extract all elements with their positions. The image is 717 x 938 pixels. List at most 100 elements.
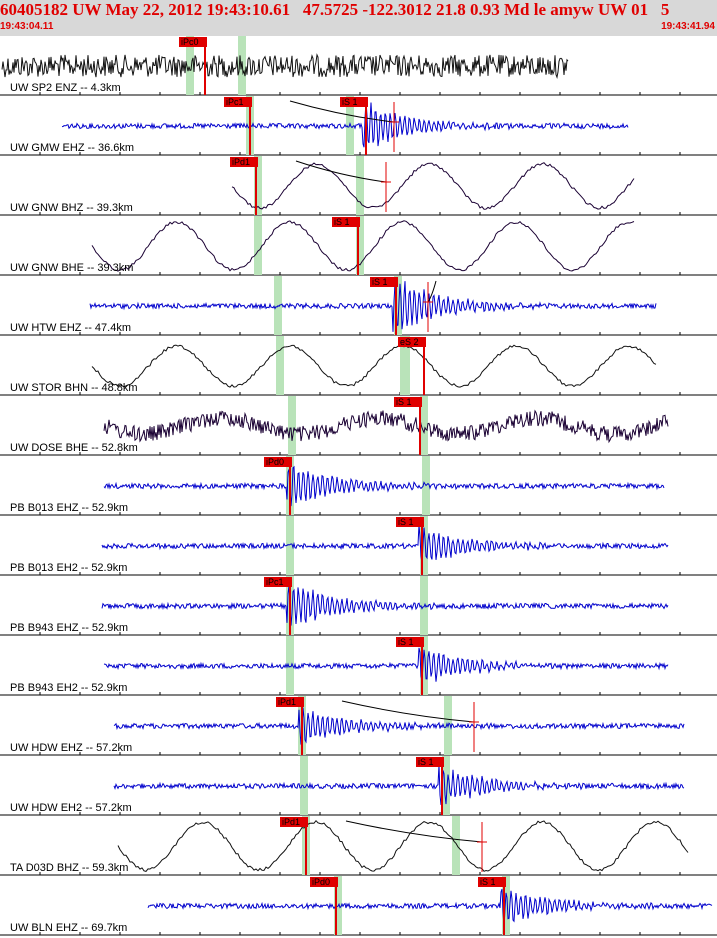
pick-label: iS 1	[398, 637, 414, 647]
pick-label: iS 1	[396, 397, 412, 407]
pick-box	[394, 397, 422, 407]
pick-label: iPd0	[312, 877, 330, 887]
travel-time-curve	[295, 160, 387, 183]
pick-label: iPc1	[226, 97, 244, 107]
waveform	[231, 162, 635, 210]
pick-box	[276, 697, 304, 707]
station-label: UW DOSE BHE -- 52.8km	[10, 442, 138, 454]
trace-row: iS 1 UW DOSE BHE -- 52.8km	[0, 396, 717, 456]
waveform	[103, 465, 665, 507]
pick-window	[288, 396, 296, 455]
pick-window	[186, 36, 194, 95]
pick-label: iS 1	[372, 277, 388, 287]
pick-window	[276, 336, 284, 395]
pick-window	[420, 636, 428, 695]
station-label: TA D03D BHZ -- 59.3km	[10, 862, 128, 874]
trace-row: eS 2 UW STOR BHN -- 48.8km	[0, 336, 717, 396]
pick-box	[179, 37, 207, 47]
time-end-label: 19:43:41.94	[661, 21, 715, 32]
pick-box	[332, 217, 360, 227]
pick-window	[356, 156, 364, 215]
trace-row: iPd1 UW GNW BHZ -- 39.3km	[0, 156, 717, 216]
pick-label: iS 1	[480, 877, 496, 887]
station-label: UW HDW EH2 -- 57.2km	[10, 802, 132, 814]
pick-window	[400, 336, 410, 395]
waveform	[103, 647, 669, 682]
trace-row: iPc0 UW SP2 ENZ -- 4.3km	[0, 36, 717, 96]
trace-row: iS 1 PB B013 EH2 -- 52.9km	[0, 516, 717, 576]
station-label: UW BLN EHZ -- 69.7km	[10, 922, 127, 934]
travel-time-curve	[427, 280, 437, 303]
trace-row: iS 1 UW HDW EH2 -- 57.2km	[0, 756, 717, 816]
pick-label: iPc1	[266, 577, 284, 587]
pick-window	[346, 96, 354, 155]
waveform	[91, 344, 657, 388]
station-label: UW GNW BHE -- 39.3km	[10, 262, 133, 274]
trace-row: iPc1 iS 1 UW GMW EHZ -- 36.6km	[0, 96, 717, 156]
seismogram-traces: iPc0 UW SP2 ENZ -- 4.3km iPc1 iS 1 UW GMW EH…	[0, 36, 717, 936]
pick-window	[502, 876, 510, 935]
trace-row: iPd0 iS 1 UW BLN EHZ -- 69.7km	[0, 876, 717, 936]
pick-label: iS 1	[398, 517, 414, 527]
travel-time-curve	[341, 700, 475, 723]
pick-box	[264, 457, 292, 467]
waveform	[1, 53, 569, 79]
pick-window	[442, 756, 450, 815]
pick-label: iPd1	[278, 697, 296, 707]
pick-label: iS 1	[334, 217, 350, 227]
pick-label: iPc0	[181, 37, 199, 47]
station-label: PB B013 EHZ -- 52.9km	[10, 502, 128, 514]
waveform	[113, 707, 685, 745]
trace-row: iS 1 UW GNW BHE -- 39.3km	[0, 216, 717, 276]
station-label: PB B013 EH2 -- 52.9km	[10, 562, 127, 574]
pick-window	[394, 276, 402, 335]
waveform	[89, 281, 657, 332]
pick-label: iS 1	[418, 757, 434, 767]
station-label: UW GMW EHZ -- 36.6km	[10, 142, 134, 154]
pick-window	[356, 216, 364, 275]
pick-label: iPd1	[232, 157, 250, 167]
pick-box	[224, 97, 252, 107]
waveform	[113, 764, 685, 805]
station-label: UW HTW EHZ -- 47.4km	[10, 322, 131, 334]
waveform	[117, 819, 689, 872]
pick-box	[370, 277, 398, 287]
waveform	[101, 585, 669, 626]
station-label: PB B943 EH2 -- 52.9km	[10, 682, 127, 694]
station-label: PB B943 EHZ -- 52.9km	[10, 622, 128, 634]
pick-window	[420, 516, 428, 575]
trace-row: iS 1 PB B943 EH2 -- 52.9km	[0, 636, 717, 696]
trace-row: iPd0 PB B013 EHZ -- 52.9km	[0, 456, 717, 516]
trace-row: iPd1 TA D03D BHZ -- 59.3km	[0, 816, 717, 876]
pick-box	[396, 517, 424, 527]
pick-box	[416, 757, 444, 767]
pick-box	[396, 637, 424, 647]
event-title: 60405182 UW May 22, 2012 19:43:10.61 47.…	[0, 0, 670, 19]
travel-time-curve	[345, 820, 483, 843]
pick-label: eS 2	[400, 337, 419, 347]
pick-window	[254, 216, 262, 275]
pick-window	[286, 636, 294, 695]
waveform	[101, 524, 669, 564]
pick-box	[478, 877, 506, 887]
pick-box	[398, 337, 426, 347]
event-header: 60405182 UW May 22, 2012 19:43:10.61 47.…	[0, 0, 717, 36]
station-label: UW SP2 ENZ -- 4.3km	[10, 82, 121, 94]
station-label: UW GNW BHZ -- 39.3km	[10, 202, 133, 214]
travel-time-curve	[289, 100, 395, 123]
trace-row: iPc1 PB B943 EHZ -- 52.9km	[0, 576, 717, 636]
pick-label: iPd1	[282, 817, 300, 827]
waveform	[91, 220, 635, 272]
pick-box	[340, 97, 368, 107]
pick-box	[230, 157, 258, 167]
waveform	[147, 888, 713, 928]
pick-window	[300, 756, 308, 815]
trace-row: iS 1 UW HTW EHZ -- 47.4km	[0, 276, 717, 336]
pick-window	[254, 156, 262, 215]
station-label: UW STOR BHN -- 48.8km	[10, 382, 138, 394]
station-label: UW HDW EHZ -- 57.2km	[10, 742, 132, 754]
time-start-label: 19:43:04.11	[0, 21, 54, 32]
pick-window	[452, 816, 460, 875]
pick-box	[280, 817, 308, 827]
waveform	[61, 100, 629, 148]
